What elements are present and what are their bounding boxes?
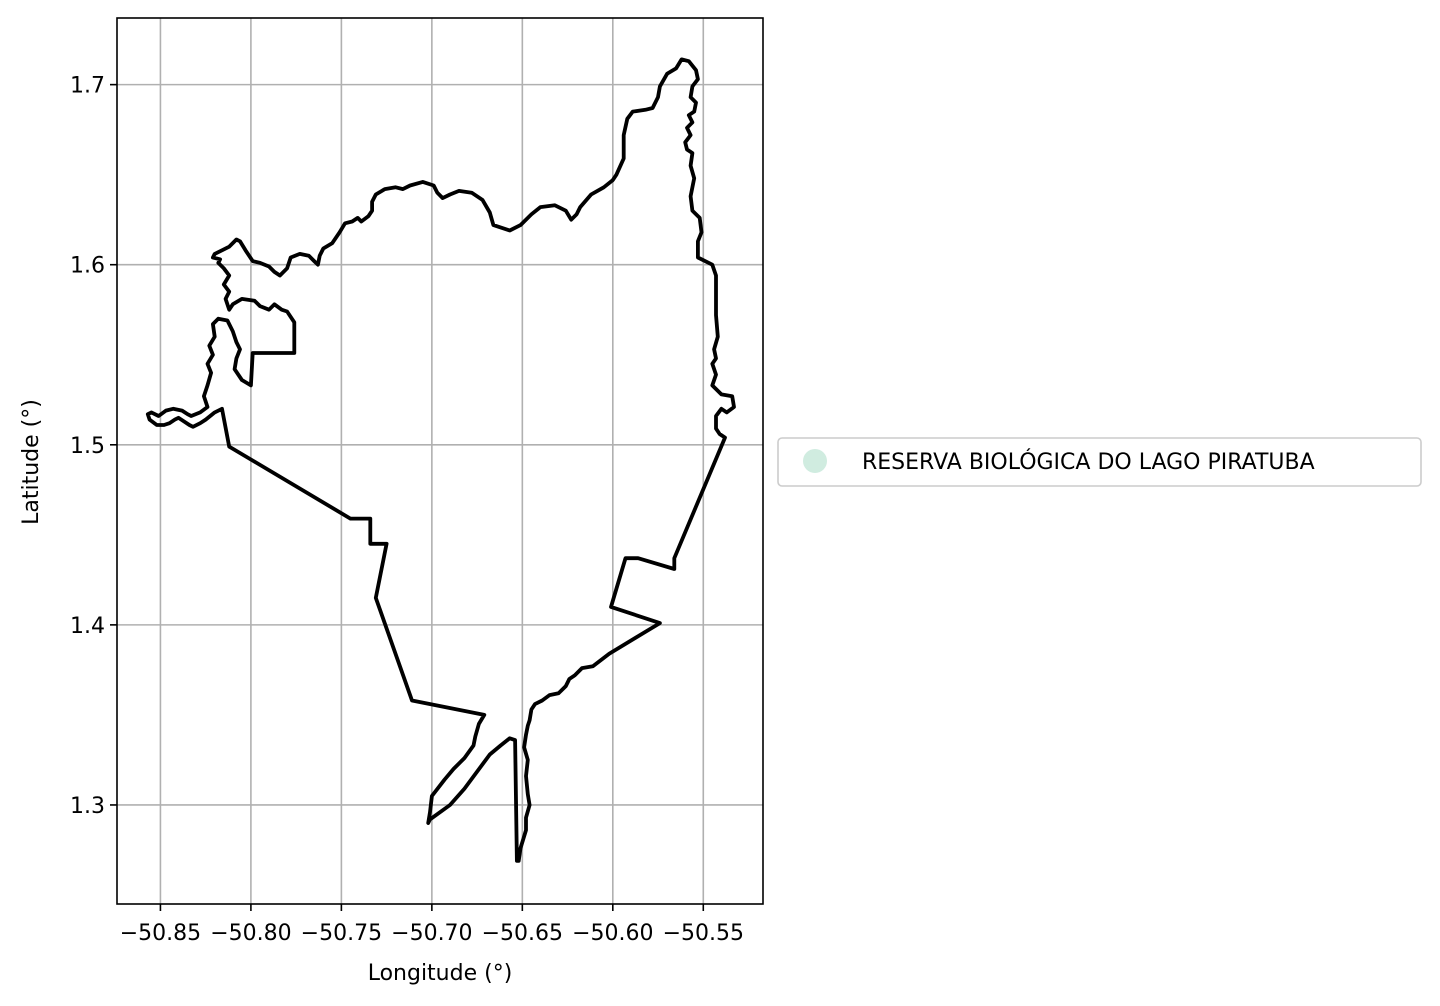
x-axis-label: Longitude (°) bbox=[368, 961, 513, 986]
x-tick-label: −50.60 bbox=[572, 921, 653, 946]
y-axis-ticks: 1.3 1.4 1.5 1.6 1.7 bbox=[70, 74, 117, 819]
x-axis-ticks: −50.85 −50.80 −50.75 −50.70 −50.65 −50.60 −50.… bbox=[120, 904, 744, 946]
x-tick-label: −50.55 bbox=[663, 921, 744, 946]
plot-area bbox=[117, 18, 763, 904]
legend-entry-label: RESERVA BIOLÓGICA DO LAGO PIRATUBA bbox=[862, 449, 1315, 475]
x-tick-label: −50.70 bbox=[391, 921, 472, 946]
x-tick-label: −50.75 bbox=[301, 921, 382, 946]
legend-frame bbox=[777, 437, 1422, 487]
y-axis-label: Latitude (°) bbox=[19, 399, 44, 525]
reserve-boundary-outline bbox=[145, 57, 736, 863]
grid-lines bbox=[117, 18, 763, 904]
x-tick-label: −50.65 bbox=[482, 921, 563, 946]
y-tick-label: 1.6 bbox=[70, 254, 105, 279]
y-tick-label: 1.5 bbox=[70, 434, 105, 459]
x-tick-label: −50.85 bbox=[120, 921, 201, 946]
y-tick-label: 1.3 bbox=[70, 794, 105, 819]
axes-frame bbox=[116, 17, 764, 905]
legend-marker bbox=[803, 449, 827, 473]
y-tick-label: 1.4 bbox=[70, 614, 105, 639]
y-tick-label: 1.7 bbox=[70, 74, 105, 99]
legend: RESERVA BIOLÓGICA DO LAGO PIRATUBA bbox=[777, 437, 1422, 487]
x-tick-label: −50.80 bbox=[210, 921, 291, 946]
